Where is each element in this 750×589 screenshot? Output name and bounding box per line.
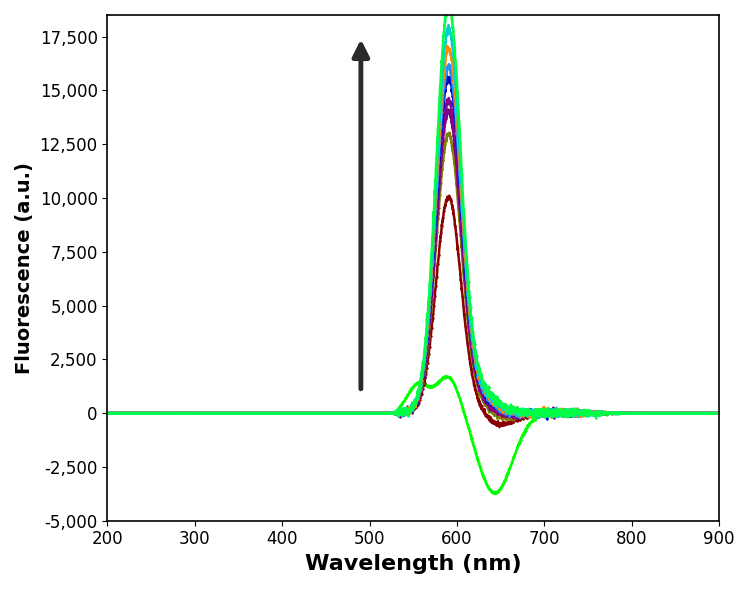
X-axis label: Wavelength (nm): Wavelength (nm) [305, 554, 522, 574]
Y-axis label: Fluorescence (a.u.): Fluorescence (a.u.) [15, 162, 34, 374]
